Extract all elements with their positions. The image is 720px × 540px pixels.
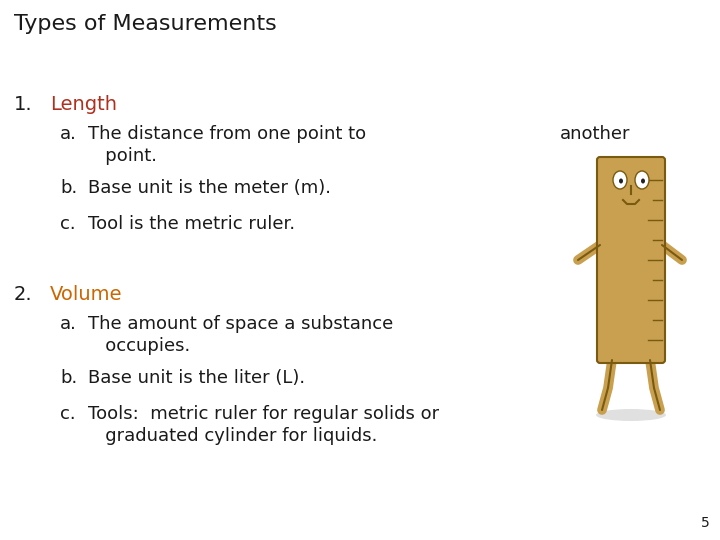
Text: Base unit is the meter (m).: Base unit is the meter (m). xyxy=(88,179,331,197)
Ellipse shape xyxy=(596,409,666,421)
Text: Tools:  metric ruler for regular solids or: Tools: metric ruler for regular solids o… xyxy=(88,405,439,423)
Ellipse shape xyxy=(613,171,627,189)
Text: graduated cylinder for liquids.: graduated cylinder for liquids. xyxy=(88,427,377,445)
Text: 1.: 1. xyxy=(14,95,32,114)
Text: b.: b. xyxy=(60,179,77,197)
Text: The distance from one point to: The distance from one point to xyxy=(88,125,366,143)
Text: another: another xyxy=(560,125,631,143)
Text: occupies.: occupies. xyxy=(88,337,190,355)
Ellipse shape xyxy=(635,171,649,189)
Text: Types of Measurements: Types of Measurements xyxy=(14,14,276,34)
Text: 5: 5 xyxy=(701,516,710,530)
Text: 2.: 2. xyxy=(14,285,32,304)
Text: Base unit is the liter (L).: Base unit is the liter (L). xyxy=(88,369,305,387)
Text: a.: a. xyxy=(60,315,77,333)
Ellipse shape xyxy=(619,179,623,184)
Text: point.: point. xyxy=(88,147,157,165)
Text: b.: b. xyxy=(60,369,77,387)
Ellipse shape xyxy=(641,179,645,184)
Text: Length: Length xyxy=(50,95,117,114)
Text: c.: c. xyxy=(60,405,76,423)
Text: The amount of space a substance: The amount of space a substance xyxy=(88,315,393,333)
FancyBboxPatch shape xyxy=(597,157,665,363)
Text: c.: c. xyxy=(60,215,76,233)
Text: a.: a. xyxy=(60,125,77,143)
Text: Tool is the metric ruler.: Tool is the metric ruler. xyxy=(88,215,295,233)
Text: Volume: Volume xyxy=(50,285,122,304)
